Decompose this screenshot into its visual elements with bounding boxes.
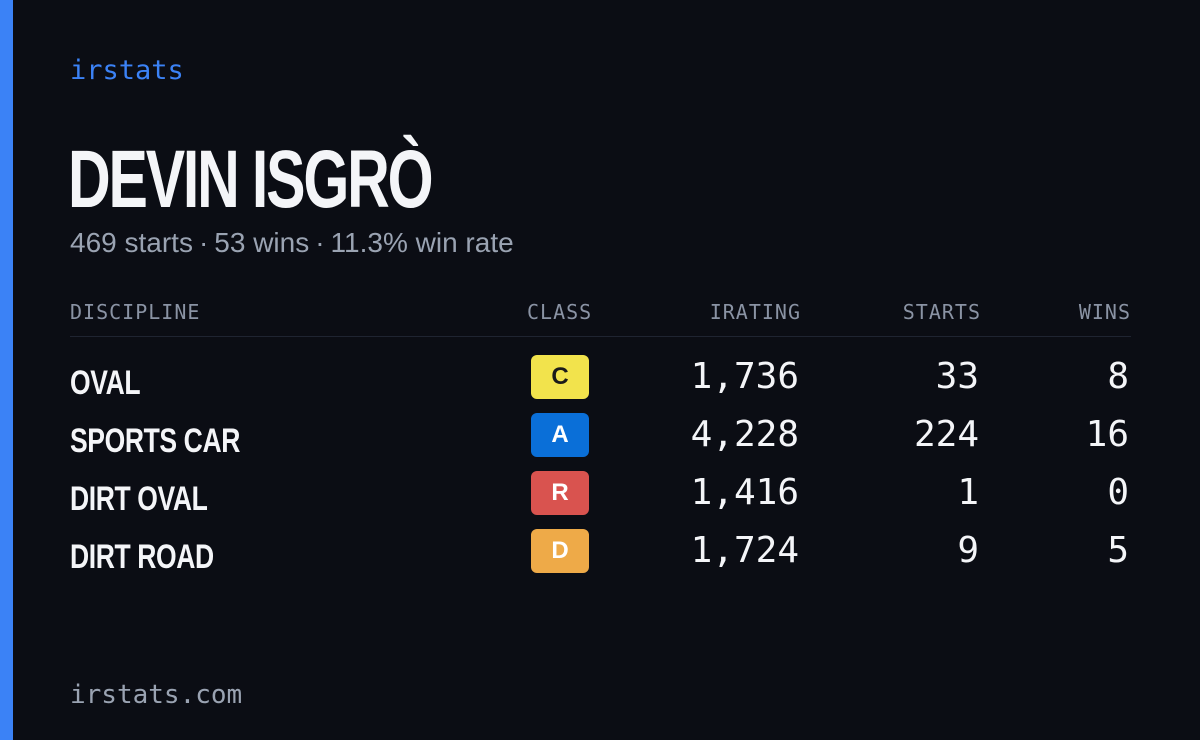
table-header: DISCIPLINE CLASS IRATING STARTS WINS xyxy=(70,296,1131,337)
irating-value: 4,228 xyxy=(690,414,799,455)
irating-value: 1,736 xyxy=(690,356,799,397)
table-body: OVAL C 1,736 33 8 SPORTS CAR A 4,228 224… xyxy=(70,337,1131,587)
discipline-name: OVAL xyxy=(70,364,141,402)
total-wins: 53 wins xyxy=(214,227,310,258)
irating-value: 1,416 xyxy=(690,472,799,513)
table-row: DIRT OVAL R 1,416 1 0 xyxy=(70,471,1131,529)
driver-summary: 469 starts · 53 wins · 11.3% win rate xyxy=(70,227,514,259)
discipline-name: SPORTS CAR xyxy=(70,422,240,460)
irating-value: 1,724 xyxy=(690,530,799,571)
win-rate: 11.3% win rate xyxy=(330,227,514,258)
license-class-badge: R xyxy=(531,471,589,515)
license-class-badge: D xyxy=(531,529,589,573)
accent-bar xyxy=(0,0,13,740)
license-class-badge: C xyxy=(531,355,589,399)
summary-separator: · xyxy=(315,227,325,258)
total-starts: 469 starts xyxy=(70,227,193,258)
table-row: OVAL C 1,736 33 8 xyxy=(70,355,1131,413)
starts-value: 9 xyxy=(957,530,979,571)
license-class-badge: A xyxy=(531,413,589,457)
summary-separator: · xyxy=(198,227,209,258)
discipline-stats-table: DISCIPLINE CLASS IRATING STARTS WINS OVA… xyxy=(70,296,1131,587)
footer-url: irstats.com xyxy=(70,680,243,710)
driver-name: DEVIN ISGRÒ xyxy=(68,134,434,225)
starts-value: 33 xyxy=(935,356,979,397)
table-row: DIRT ROAD D 1,724 9 5 xyxy=(70,529,1131,587)
header-class: CLASS xyxy=(527,300,593,324)
wins-value: 16 xyxy=(1085,414,1129,455)
discipline-name: DIRT ROAD xyxy=(70,538,214,576)
starts-value: 1 xyxy=(957,472,979,513)
header-discipline: DISCIPLINE xyxy=(70,300,201,324)
discipline-name: DIRT OVAL xyxy=(70,480,208,518)
header-irating: IRATING xyxy=(709,300,801,324)
wins-value: 8 xyxy=(1107,356,1129,397)
wins-value: 5 xyxy=(1107,530,1129,571)
wins-value: 0 xyxy=(1107,472,1129,513)
header-wins: WINS xyxy=(1078,300,1131,324)
header-starts: STARTS xyxy=(902,300,981,324)
brand-logo-text: irstats xyxy=(70,55,184,86)
table-row: SPORTS CAR A 4,228 224 16 xyxy=(70,413,1131,471)
starts-value: 224 xyxy=(913,414,979,455)
